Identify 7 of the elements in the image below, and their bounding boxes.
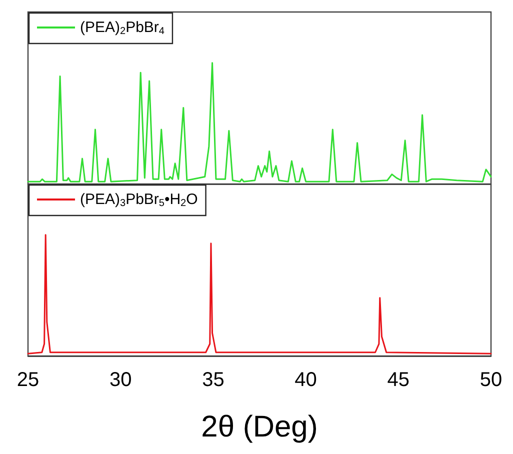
x-tick-label: 30 bbox=[109, 369, 132, 391]
x-tick-label: 50 bbox=[480, 369, 502, 391]
x-tick-label: 45 bbox=[387, 369, 410, 391]
x-tick-label: 35 bbox=[202, 369, 224, 391]
x-axis-title: 2θ (Deg) bbox=[201, 410, 318, 444]
x-tick-label: 25 bbox=[16, 369, 40, 391]
x-tick-label: 40 bbox=[294, 369, 317, 391]
